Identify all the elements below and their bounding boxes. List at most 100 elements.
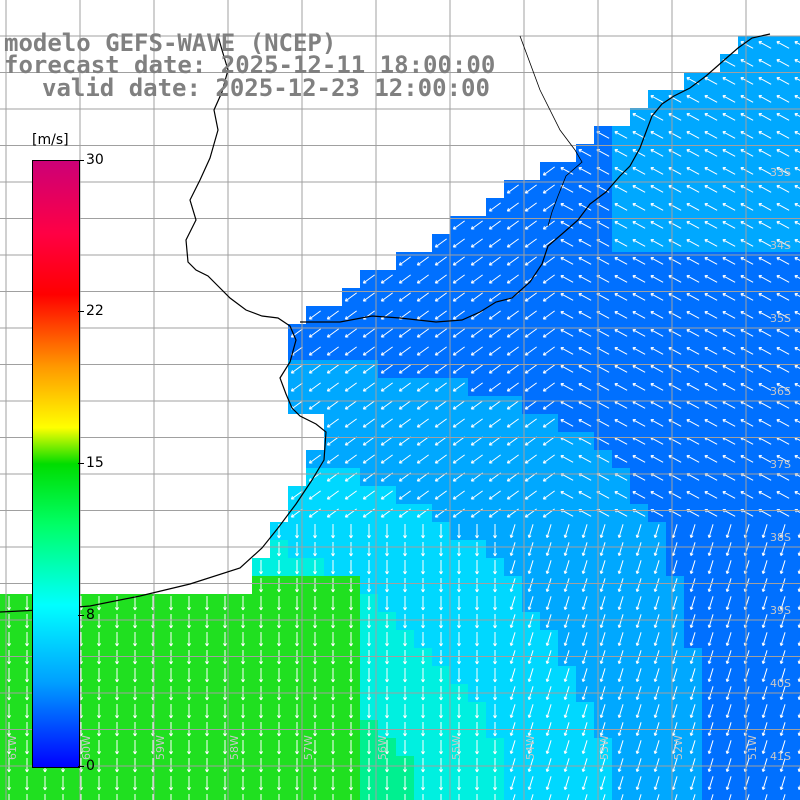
wind-arrow: [524, 184, 537, 194]
wind-arrow: [668, 221, 682, 229]
wind-arrow: [277, 560, 281, 575]
wind-arrow: [704, 491, 718, 499]
wind-arrow: [560, 383, 574, 391]
wind-arrow: [488, 202, 501, 212]
wind-arrow: [776, 347, 790, 355]
wind-arrow: [794, 59, 800, 64]
wind-arrow: [560, 329, 574, 337]
wind-arrow: [776, 383, 790, 391]
wind-arrow: [566, 794, 570, 800]
wind-arrow: [758, 491, 772, 499]
latitude-label: 38S: [770, 531, 791, 544]
wind-speed-cell: [792, 162, 800, 180]
wind-arrow: [524, 274, 537, 284]
wind-arrow: [653, 632, 660, 647]
wind-arrow: [668, 419, 682, 427]
wind-arrow: [241, 758, 245, 773]
wind-arrow: [578, 491, 592, 499]
wind-arrow: [722, 221, 736, 229]
wind-arrow: [223, 596, 227, 611]
wind-arrow: [650, 167, 664, 175]
wind-arrow: [542, 166, 555, 176]
wind-speed-cell: [792, 576, 800, 594]
wind-arrow: [452, 292, 465, 302]
wind-arrow: [403, 524, 407, 539]
wind-arrow: [380, 418, 393, 428]
wind-arrow: [331, 758, 335, 773]
wind-speed-cell: [612, 792, 630, 800]
wind-arrow: [313, 776, 317, 791]
wind-speed-cell: [792, 738, 800, 756]
wind-arrow: [599, 776, 606, 791]
wind-arrow: [542, 328, 555, 338]
wind-arrow: [475, 740, 479, 755]
wind-arrow: [488, 310, 501, 320]
wind-arrow: [740, 419, 754, 427]
wind-arrow: [488, 436, 501, 446]
wind-arrow: [259, 704, 263, 719]
wind-arrow: [725, 632, 732, 647]
wind-arrow: [470, 292, 483, 302]
wind-arrow: [794, 167, 800, 172]
wind-arrow: [578, 383, 592, 391]
wind-arrow: [635, 632, 642, 647]
wind-arrow: [545, 524, 552, 539]
wind-arrow: [169, 614, 173, 629]
wind-arrow: [614, 311, 628, 319]
wind-arrow: [707, 596, 714, 611]
wind-arrow: [331, 542, 335, 557]
wind-speed-cell: [792, 198, 800, 216]
wind-arrow: [764, 794, 768, 800]
wind-arrow: [506, 418, 519, 428]
wind-arrow: [488, 400, 501, 410]
wind-arrow: [475, 542, 479, 557]
wind-arrow: [97, 668, 101, 683]
wind-arrow: [367, 578, 371, 593]
wind-arrow: [689, 704, 696, 719]
colorbar: [32, 160, 80, 768]
wind-arrow: [493, 596, 497, 611]
wind-arrow: [776, 203, 790, 211]
wind-arrow: [367, 704, 371, 719]
wind-arrow: [457, 560, 461, 575]
wind-arrow: [326, 364, 339, 374]
wind-arrow: [707, 776, 714, 791]
wind-arrow: [686, 491, 700, 499]
wind-arrow: [635, 614, 642, 629]
wind-arrow: [133, 632, 137, 647]
wind-arrow: [722, 167, 736, 175]
wind-arrow: [545, 632, 552, 647]
wind-arrow: [650, 131, 664, 139]
wind-arrow: [187, 614, 191, 629]
wind-arrow: [704, 239, 718, 247]
wind-arrow: [578, 257, 592, 265]
wind-arrow: [779, 632, 786, 647]
wind-arrow: [725, 596, 732, 611]
wind-arrow: [704, 329, 718, 337]
wind-arrow: [434, 490, 447, 500]
wind-arrow: [560, 347, 574, 355]
wind-arrow: [689, 776, 696, 791]
wind-arrow: [115, 776, 119, 791]
wind-arrow: [725, 578, 732, 593]
wind-arrow: [704, 149, 718, 157]
wind-arrow: [367, 596, 371, 611]
wind-arrow: [439, 614, 443, 629]
wind-arrow: [527, 704, 534, 719]
wind-arrow: [578, 419, 592, 427]
wind-arrow: [416, 382, 429, 392]
wind-arrow: [313, 632, 317, 647]
wind-arrow: [344, 292, 357, 302]
wind-arrow: [704, 95, 718, 103]
wind-speed-cell: [792, 396, 800, 414]
wind-arrow: [398, 490, 411, 500]
wind-arrow: [599, 614, 606, 629]
wind-arrow: [385, 776, 389, 791]
wind-arrow: [331, 632, 335, 647]
wind-arrow: [740, 365, 754, 373]
wind-arrow: [398, 256, 411, 266]
wind-arrow: [362, 400, 375, 410]
wind-arrow: [542, 364, 555, 374]
wind-arrow: [380, 292, 393, 302]
wind-arrow: [653, 524, 660, 539]
